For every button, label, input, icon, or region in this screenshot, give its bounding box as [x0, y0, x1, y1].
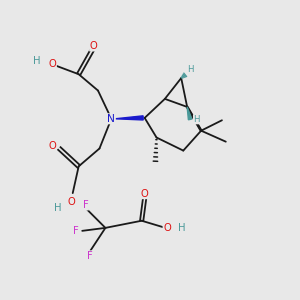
Polygon shape: [115, 116, 143, 120]
Text: H: H: [33, 56, 41, 66]
Text: H: H: [194, 115, 200, 124]
Text: N: N: [107, 114, 115, 124]
Text: O: O: [49, 59, 56, 69]
Polygon shape: [187, 107, 192, 120]
Text: O: O: [141, 189, 148, 199]
Text: F: F: [87, 251, 93, 261]
Text: F: F: [82, 200, 88, 210]
Text: O: O: [90, 41, 98, 51]
Text: F: F: [74, 226, 79, 236]
Text: O: O: [163, 223, 171, 233]
Text: H: H: [187, 65, 194, 74]
Text: H: H: [178, 223, 186, 233]
Text: O: O: [68, 197, 75, 207]
Text: H: H: [53, 203, 61, 213]
Text: O: O: [49, 141, 56, 152]
